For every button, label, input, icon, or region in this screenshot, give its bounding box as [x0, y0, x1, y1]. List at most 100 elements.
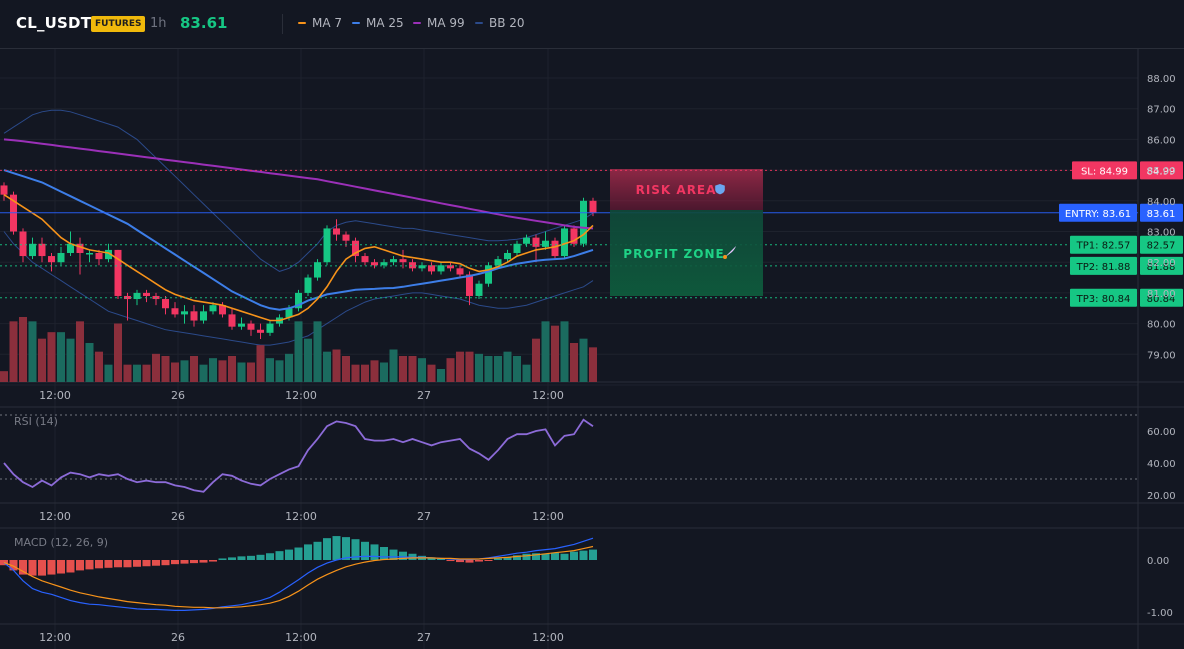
legend-ma25-swatch — [352, 22, 360, 24]
price-tick-4: 84.00 — [1147, 197, 1176, 208]
symbol-name[interactable]: CL_USDT — [16, 14, 92, 32]
volume-bar-57 — [541, 321, 550, 382]
macd-hist-bar-8 — [76, 560, 84, 571]
candle-body-27 — [257, 329, 264, 333]
macd-hist-bar-56 — [532, 553, 540, 560]
rsi-panel: RSI (14) 60.00 40.00 20.00 — [0, 414, 1176, 502]
ma25-line — [3, 169, 594, 311]
legend-ma99[interactable]: MA 99 — [413, 16, 465, 30]
risk-area-label: RISK AREA — [636, 183, 717, 197]
volume-bar-36 — [342, 356, 350, 382]
candle-body-60 — [570, 228, 578, 244]
price-chart[interactable]: SL: 84.99 84.99 ENTRY: 83.61 83.61 TP1: 82.5… — [0, 49, 1184, 649]
volume-bar-28 — [266, 358, 274, 382]
macd-hist-bar-5 — [47, 560, 56, 575]
price-tick-7: 81.00 — [1147, 289, 1176, 300]
macd-hist-bar-29 — [275, 551, 284, 560]
macd-hist-bar-25 — [237, 556, 246, 560]
bb-upper-line — [3, 109, 594, 272]
volume-bar-43 — [408, 356, 417, 382]
legend-ma7[interactable]: MA 7 — [298, 16, 342, 30]
volume-bar-25 — [237, 362, 246, 382]
price-tick-5: 83.00 — [1147, 228, 1176, 239]
rsi-tick-0: 60.00 — [1147, 427, 1176, 438]
time-tick-1-1: 26 — [171, 510, 185, 523]
macd-hist-bar-32 — [304, 544, 312, 560]
macd-hist-bar-57 — [541, 553, 550, 560]
volume-bar-56 — [532, 338, 540, 382]
candle-body-42 — [399, 259, 407, 263]
macd-hist-bar-40 — [380, 547, 388, 560]
volume-bar-62 — [589, 347, 597, 382]
macd-hist-bar-23 — [218, 558, 227, 560]
candle-body-35 — [333, 228, 340, 235]
timeframe-selector[interactable]: 1h — [150, 16, 167, 31]
time-tick-0-1: 26 — [171, 389, 185, 402]
volume-bar-37 — [351, 364, 360, 382]
macd-hist-bar-46 — [437, 558, 445, 560]
header-divider — [282, 14, 283, 34]
volume-bar-16 — [152, 353, 160, 382]
macd-hist-bar-18 — [171, 560, 179, 565]
macd-hist-bar-27 — [256, 554, 265, 560]
candle-body-39 — [371, 262, 378, 266]
macd-hist-bar-48 — [456, 560, 464, 563]
time-tick-2-2: 12:00 — [285, 631, 317, 644]
macd-hist-bar-10 — [95, 560, 103, 569]
tp2-level-label: TP2: 81.88 — [1076, 262, 1131, 273]
macd-hist-bar-4 — [38, 560, 46, 576]
volume-bar-54 — [513, 356, 521, 382]
volume-bar-41 — [389, 349, 398, 382]
macd-hist-bar-22 — [209, 560, 217, 562]
candle-body-13 — [124, 295, 131, 300]
macd-hist-bar-1 — [9, 560, 18, 571]
volume-bar-9 — [85, 343, 94, 382]
macd-hist-bar-12 — [114, 560, 122, 568]
volume-bar-14 — [133, 364, 141, 382]
candle-body-61 — [580, 200, 587, 244]
macd-hist-bar-37 — [351, 539, 360, 560]
sl-level-tag — [1072, 161, 1137, 180]
candle-body-24 — [228, 314, 236, 327]
macd-hist-bar-24 — [228, 557, 236, 560]
volume-bar-15 — [142, 364, 151, 382]
volume-bars — [0, 317, 597, 382]
volume-bar-0 — [0, 371, 8, 382]
time-tick-0-2: 12:00 — [285, 389, 317, 402]
macd-hist-bar-15 — [142, 560, 151, 567]
volume-bar-38 — [361, 364, 369, 382]
candle-body-8 — [76, 243, 84, 253]
legend-ma25[interactable]: MA 25 — [352, 16, 404, 30]
macd-hist-bar-42 — [399, 551, 407, 560]
tp2-price-label: 81.88 — [1147, 262, 1176, 273]
volume-bar-6 — [57, 332, 65, 382]
candle-body-12 — [114, 249, 122, 296]
macd-hist-bar-30 — [285, 549, 293, 560]
macd-hist-bar-26 — [247, 555, 255, 560]
candle-body-38 — [361, 256, 369, 263]
tp2-price-tag — [1140, 256, 1183, 275]
candle-body-21 — [200, 311, 207, 321]
macd-hist-bar-3 — [28, 560, 37, 576]
macd-tick-0: 0.00 — [1147, 556, 1169, 567]
candle-body-43 — [409, 262, 416, 269]
macd-hist-bar-13 — [123, 560, 132, 568]
entry-level-tag — [1059, 203, 1137, 222]
chart-header: CL_USDT FUTURES 1h 83.61 MA 7 MA 25 MA 9… — [0, 0, 1184, 49]
tp2-level-tag — [1070, 256, 1137, 275]
volume-bar-30 — [285, 353, 293, 382]
volume-bar-33 — [313, 321, 322, 382]
sl-level-label: SL: 84.99 — [1081, 166, 1128, 177]
candle-body-19 — [181, 311, 188, 315]
legend-bb20[interactable]: BB 20 — [475, 16, 525, 30]
candle-body-37 — [352, 240, 359, 257]
candle-body-46 — [437, 265, 445, 272]
candle-body-30 — [285, 308, 293, 318]
entry-price-label: 83.61 — [1147, 209, 1176, 220]
candle-body-7 — [67, 243, 74, 253]
volume-bar-17 — [161, 356, 170, 382]
candle-body-0 — [0, 185, 8, 195]
time-tick-1-2: 12:00 — [285, 510, 317, 523]
volume-bar-13 — [123, 364, 132, 382]
time-tick-2-3: 27 — [417, 631, 431, 644]
